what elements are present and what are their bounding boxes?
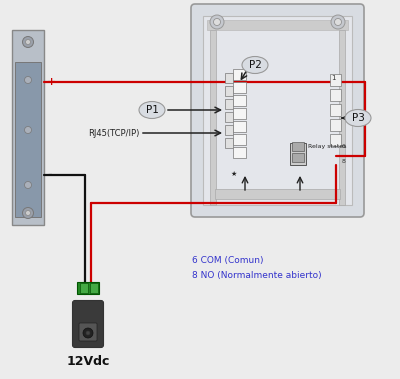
Text: +: + <box>47 77 56 87</box>
Bar <box>80 283 88 293</box>
Text: P2: P2 <box>248 60 262 70</box>
Circle shape <box>26 210 30 216</box>
Bar <box>77 282 99 294</box>
Ellipse shape <box>139 102 165 119</box>
Text: 6 COM (Comun): 6 COM (Comun) <box>192 256 264 265</box>
Bar <box>203 16 352 205</box>
Bar <box>330 74 341 86</box>
Circle shape <box>26 39 30 44</box>
Circle shape <box>24 127 32 133</box>
Bar <box>225 86 233 96</box>
Bar <box>225 99 233 109</box>
Bar <box>90 283 98 293</box>
Bar <box>215 189 340 199</box>
Text: 8 NO (Normalmente abierto): 8 NO (Normalmente abierto) <box>192 271 322 280</box>
Circle shape <box>214 19 220 25</box>
Text: 6: 6 <box>342 144 346 149</box>
Circle shape <box>24 182 32 188</box>
Bar <box>233 95 246 106</box>
Bar <box>225 73 233 83</box>
Bar <box>330 104 341 116</box>
Bar <box>233 134 246 145</box>
Bar <box>210 30 216 205</box>
Text: RJ45(TCP/IP): RJ45(TCP/IP) <box>88 128 139 138</box>
Circle shape <box>22 207 34 219</box>
Bar <box>225 125 233 135</box>
Text: Relay states: Relay states <box>308 144 346 149</box>
Circle shape <box>83 328 93 338</box>
Circle shape <box>22 36 34 47</box>
Bar <box>207 20 348 30</box>
Bar <box>233 69 246 80</box>
Bar <box>225 112 233 122</box>
Bar <box>233 121 246 132</box>
Bar <box>225 138 233 148</box>
Circle shape <box>24 77 32 83</box>
Text: -: - <box>47 170 52 180</box>
FancyBboxPatch shape <box>79 323 97 341</box>
Bar <box>233 82 246 93</box>
Circle shape <box>210 15 224 29</box>
Text: 1: 1 <box>331 75 336 81</box>
Text: P3: P3 <box>352 113 364 123</box>
Bar <box>290 143 306 165</box>
Bar <box>330 119 341 131</box>
Bar <box>292 142 304 151</box>
Circle shape <box>86 331 90 335</box>
Bar <box>339 30 345 205</box>
Bar <box>330 89 341 101</box>
Text: P1: P1 <box>146 105 158 115</box>
Circle shape <box>334 19 342 25</box>
FancyBboxPatch shape <box>72 301 104 348</box>
Ellipse shape <box>242 56 268 74</box>
Bar <box>292 153 304 162</box>
Bar <box>330 134 341 146</box>
Bar <box>12 30 44 225</box>
Circle shape <box>331 15 345 29</box>
Bar <box>15 62 41 217</box>
Ellipse shape <box>345 110 371 127</box>
Bar <box>233 108 246 119</box>
Text: 12Vdc: 12Vdc <box>66 355 110 368</box>
FancyBboxPatch shape <box>191 4 364 217</box>
Text: 8: 8 <box>342 159 346 164</box>
Bar <box>233 147 246 158</box>
Text: ★: ★ <box>231 171 237 177</box>
